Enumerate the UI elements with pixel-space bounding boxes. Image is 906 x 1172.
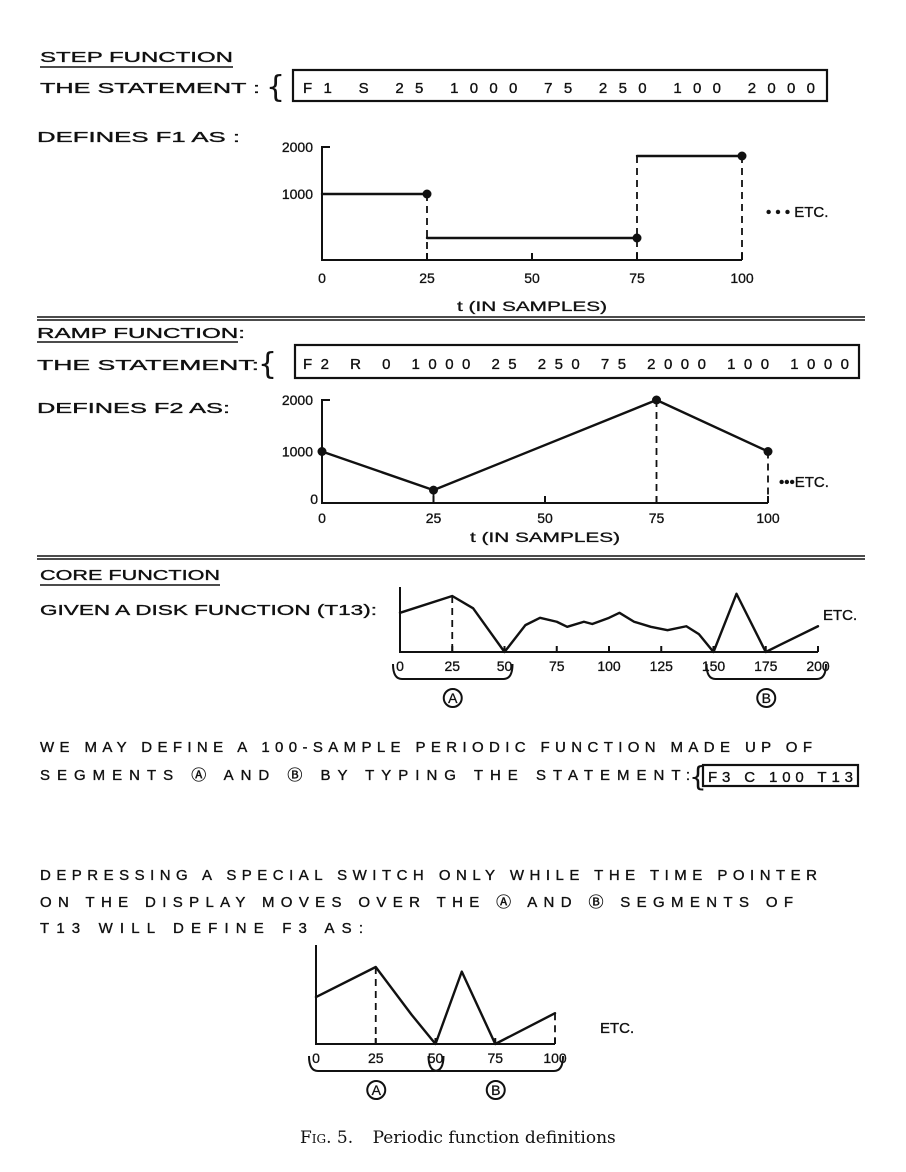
segment-a-label: A (372, 1082, 382, 1098)
ramp-heading: RAMP FUNCTION: (37, 325, 245, 342)
ramp-brace: { (258, 347, 277, 382)
ramp-x-axis-label: t (IN SAMPLES) (470, 529, 620, 545)
x-tick-label: 0 (318, 270, 326, 286)
segment-b-circle (756, 688, 777, 708)
step-statement-box (291, 68, 829, 103)
x-tick-label: 150 (702, 658, 726, 674)
paragraph-2-line-1: DEPRESSING A SPECIAL SWITCH ONLY WHILE T… (40, 867, 817, 884)
ramp-function-chart: 0 1000 2000 0 25 50 75 100 (282, 392, 780, 526)
x-tick-label: 25 (419, 270, 435, 286)
ramp-point (763, 447, 773, 456)
segment-a-circle (442, 688, 463, 708)
x-tick-label: 175 (754, 658, 778, 674)
segment-a-circle (366, 1080, 387, 1100)
figure-caption: Fig. 5. Periodic function definitions (300, 1128, 616, 1148)
ramp-line (320, 398, 770, 492)
step-etc: • • • ETC. (766, 204, 828, 221)
step-x-axis-label: t (IN SAMPLES) (457, 298, 607, 314)
y-axis-and-x-axis (321, 146, 742, 261)
x-tick-label: 100 (543, 1050, 567, 1066)
segment-b-brace (427, 1055, 564, 1072)
step-function-chart: 1000 2000 0 25 50 75 100 (282, 139, 754, 286)
f3-statement-box (701, 763, 860, 788)
f3-statement-text: F3 C 100 T13 (708, 769, 853, 786)
ramp-statement-label: THE STATEMENT: (37, 357, 259, 374)
core-etc: ETC. (823, 607, 857, 624)
paragraph-2-line-3: T13 WILL DEFINE F3 AS: (40, 920, 363, 937)
x-tick-label: 50 (537, 510, 553, 526)
figure-caption-text: Periodic function definitions (373, 1128, 616, 1148)
segment-a-label: A (448, 690, 458, 706)
paragraph-2-line-2: ON THE DISPLAY MOVES OVER THE Ⓐ AND Ⓑ SE… (40, 894, 793, 911)
ramp-point (317, 447, 327, 456)
x-tick-label: 75 (629, 270, 645, 286)
x-tick-label: 0 (318, 510, 326, 526)
ramp-point (429, 485, 438, 495)
ramp-point (652, 395, 661, 405)
axes (315, 945, 555, 1045)
step-point (632, 233, 642, 243)
ramp-defines-label: DEFINES F2 AS: (37, 400, 230, 417)
segment-b-circle (485, 1080, 506, 1100)
x-tick-label: 50 (524, 270, 540, 286)
paragraph-1-line-1: WE MAY DEFINE A 100-SAMPLE PERIODIC FUNC… (40, 739, 812, 756)
step-heading: STEP FUNCTION (40, 49, 233, 66)
ramp-etc: •••ETC. (779, 474, 829, 491)
disk-function-t13-chart: 0 25 50 75 100 125 150 175 200 A B (392, 587, 830, 708)
segment-b-label: B (762, 690, 771, 706)
function-curve (398, 592, 820, 654)
core-heading: CORE FUNCTION (40, 567, 220, 584)
ramp-statement-box (293, 343, 861, 380)
step-defines-label: DEFINES F1 AS : (37, 129, 240, 146)
y-tick-label: 1000 (282, 444, 313, 460)
x-tick-label: 50 (428, 1050, 444, 1066)
segment-b-brace (705, 663, 827, 680)
x-tick-label: 100 (756, 510, 780, 526)
x-tick-label: 0 (312, 1050, 320, 1066)
x-tick-label: 75 (487, 1050, 503, 1066)
x-tick-label: 100 (597, 658, 621, 674)
step-brace: { (266, 70, 285, 105)
x-tick-label: 100 (730, 270, 754, 286)
axes (399, 587, 818, 653)
y-tick-label: 2000 (282, 139, 313, 155)
x-tick-label: 50 (497, 658, 513, 674)
core-given-label: GIVEN A DISK FUNCTION (T13): (40, 602, 377, 619)
x-tick-label: 0 (396, 658, 404, 674)
x-tick-label: 25 (368, 1050, 384, 1066)
ramp-statement-text: F2 R 0 1000 25 250 75 2000 100 1000 (303, 356, 849, 373)
x-tick-label: 75 (549, 658, 565, 674)
result-etc: ETC. (600, 1020, 634, 1037)
x-tick-label: 25 (444, 658, 460, 674)
step-statement-label: THE STATEMENT : (40, 80, 260, 97)
x-tick-label: 25 (426, 510, 442, 526)
y-tick-label: 0 (310, 491, 318, 507)
x-tick-label: 75 (649, 510, 665, 526)
y-tick-label: 2000 (282, 392, 313, 408)
figure-caption-label: Fig. 5. (300, 1128, 353, 1148)
x-tick-label: 200 (806, 658, 830, 674)
function-curve (314, 965, 557, 1046)
y-tick-label: 1000 (282, 186, 313, 202)
step-statement-text: F1 S 25 1000 75 250 100 2000 (303, 80, 815, 97)
y-axis-and-x-axis (321, 399, 768, 504)
segment-b-label: B (491, 1082, 500, 1098)
x-tick-label: 125 (650, 658, 674, 674)
segment-a-brace (308, 1055, 445, 1072)
paragraph-1-line-2: SEGMENTS Ⓐ AND Ⓑ BY TYPING THE STATEMENT… (40, 767, 690, 784)
f3-result-chart: 0 25 50 75 100 A B (308, 945, 567, 1100)
segment-a-brace (392, 663, 514, 680)
